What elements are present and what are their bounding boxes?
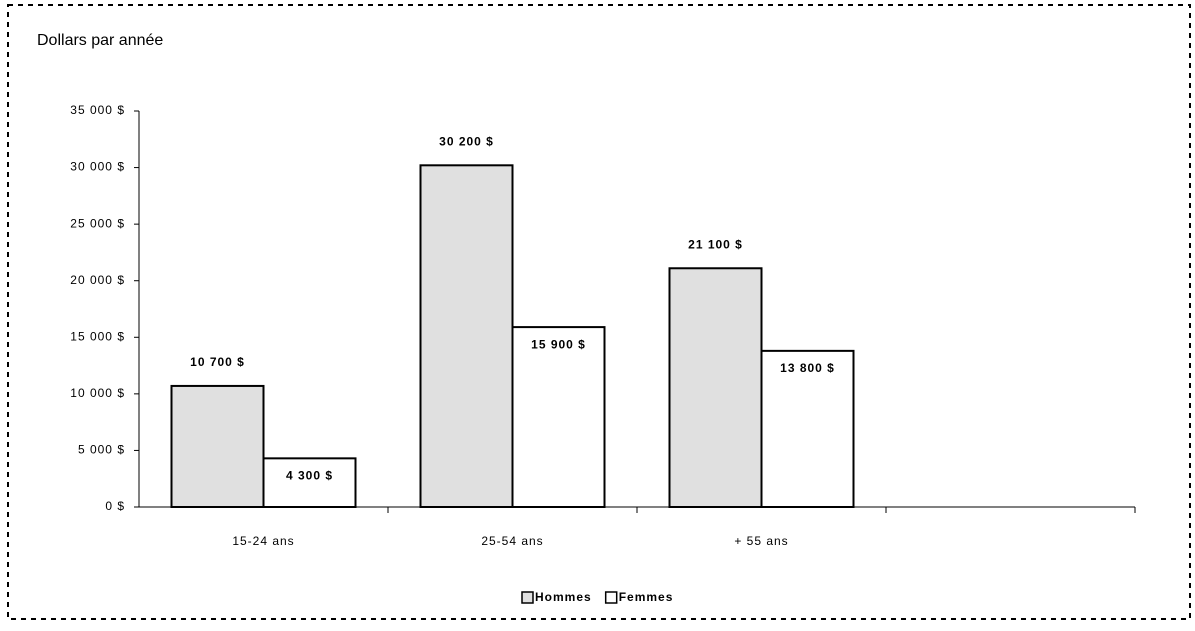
y-tick-label: 0 $ (105, 499, 125, 513)
legend-label: Femmes (619, 590, 674, 604)
y-tick-label: 15 000 $ (70, 329, 125, 343)
y-tick-label: 10 000 $ (70, 386, 125, 400)
frame (7, 4, 1191, 620)
legend-swatch (604, 591, 618, 604)
legend-swatch (521, 591, 534, 604)
x-tick-label: 25-54 ans (481, 534, 543, 548)
y-tick-label: 25 000 $ (70, 216, 125, 230)
x-tick-label: + 55 ans (734, 534, 788, 548)
data-label: 13 800 $ (780, 361, 835, 375)
data-label: 30 200 $ (439, 134, 494, 148)
x-tick-label: 15-24 ans (232, 534, 294, 548)
data-label: 10 700 $ (190, 355, 245, 369)
data-label: 21 100 $ (688, 237, 743, 251)
bar (419, 164, 514, 509)
bar (760, 349, 855, 508)
y-tick-label: 5 000 $ (78, 443, 125, 457)
y-tick-label: 20 000 $ (70, 273, 125, 287)
legend-label: Hommes (535, 590, 592, 604)
y-tick-label: 30 000 $ (70, 160, 125, 174)
data-label: 15 900 $ (531, 337, 586, 351)
bar (170, 384, 265, 508)
bar (511, 326, 606, 508)
y-tick-label: 35 000 $ (70, 103, 125, 117)
bar (668, 267, 763, 509)
data-label: 4 300 $ (286, 469, 333, 483)
bar (262, 457, 357, 508)
axis-title: Dollars par année (37, 32, 163, 49)
